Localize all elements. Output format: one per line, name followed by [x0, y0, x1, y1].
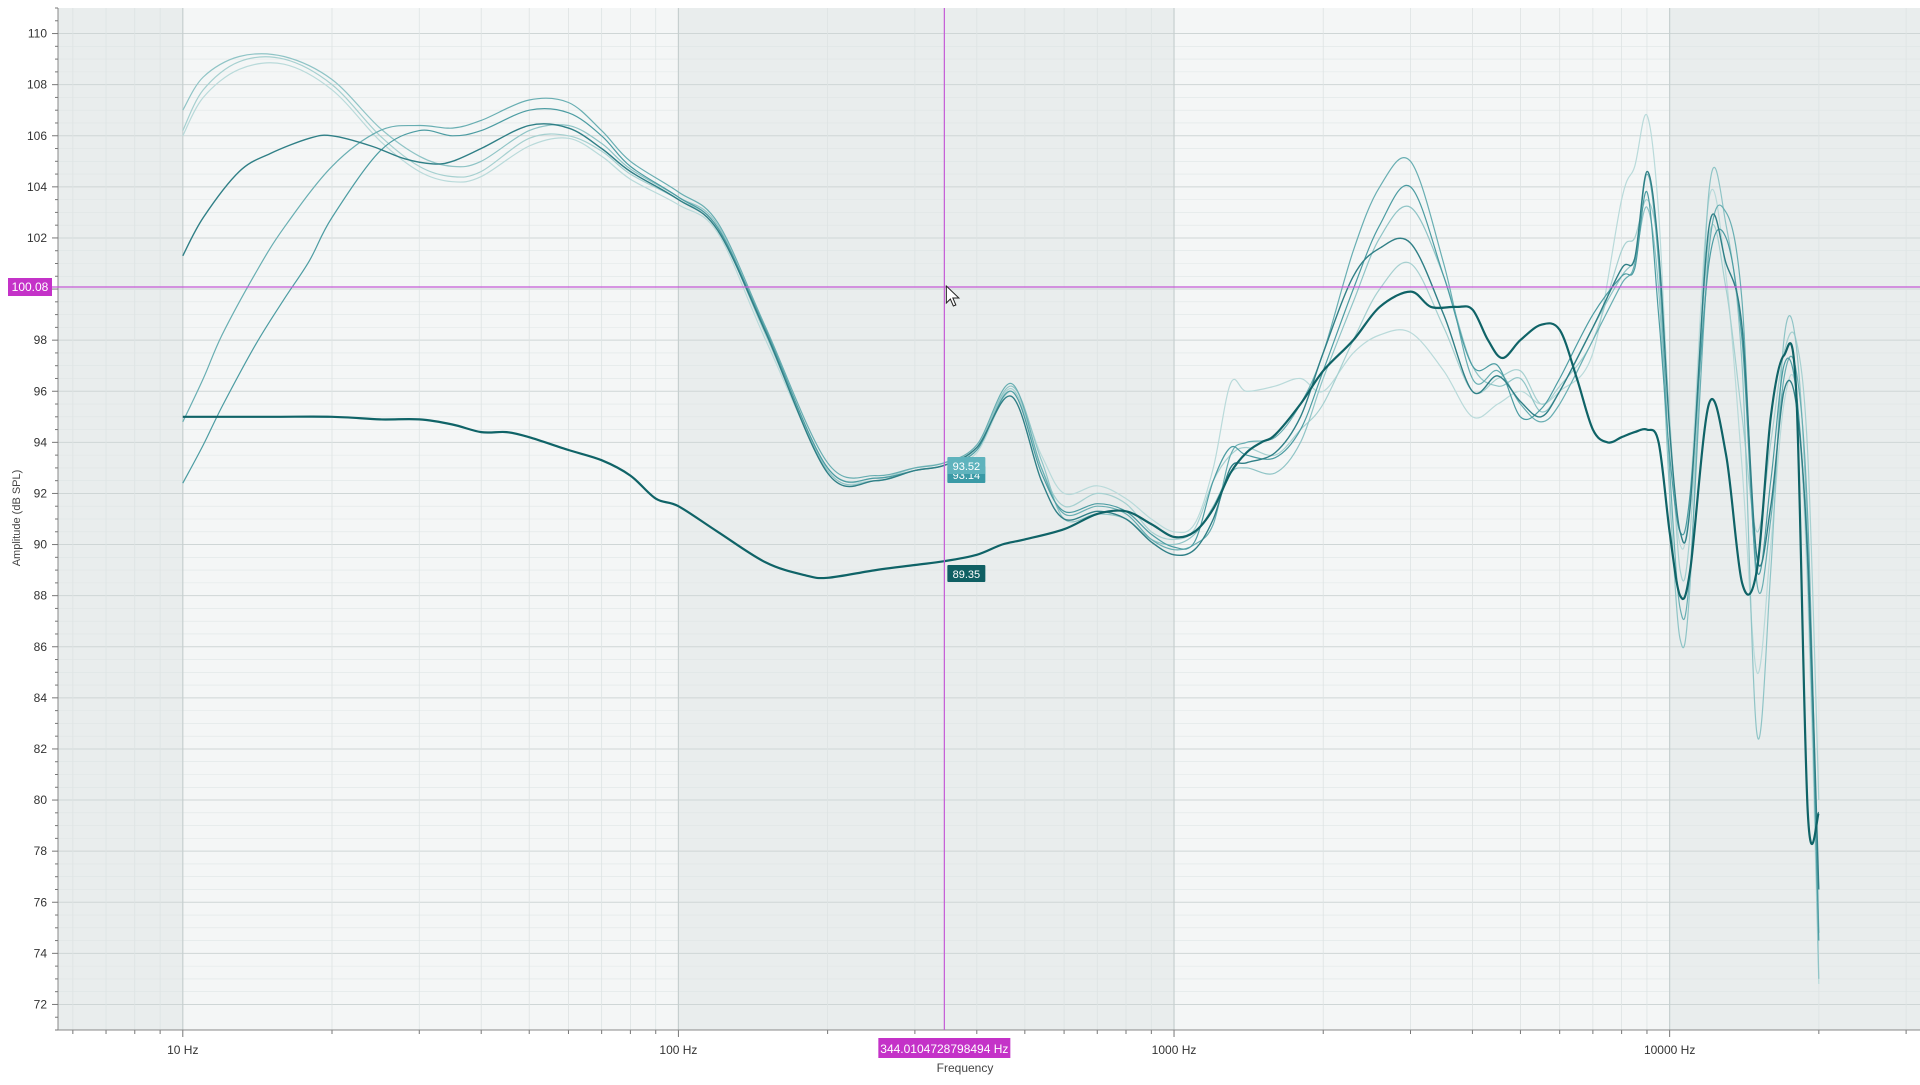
y-tick-label: 86 — [34, 640, 48, 654]
series-layer — [182, 53, 1820, 985]
crosshair-cursor[interactable]: 100.08 344.0104728798494 Hz — [8, 8, 1920, 1058]
cursor-x-label-bg — [878, 1038, 1011, 1058]
series-line-4 — [182, 107, 1820, 941]
x-tick-label: 100 Hz — [659, 1043, 697, 1057]
axes: Frequency Amplitude (dB SPL) 72 74 76 78 80 8… — [11, 7, 1920, 1075]
y-tick-label: 74 — [34, 946, 48, 960]
mouse-pointer-icon — [945, 284, 961, 307]
x-axis-title: Frequency — [937, 1061, 994, 1075]
y-tick-label: 106 — [27, 129, 47, 143]
series-line-5 — [182, 123, 1820, 890]
series-line-1 — [182, 56, 1820, 801]
x-tick-label: 10 Hz — [167, 1043, 198, 1057]
cursor-y-label-bg — [8, 278, 52, 297]
y-tick-label: 98 — [34, 333, 48, 347]
y-tick-label: 102 — [27, 231, 47, 245]
cursor-x-label: 344.0104728798494 Hz — [880, 1042, 1008, 1056]
y-tick-label: 94 — [34, 435, 48, 449]
y-tick-label: 82 — [34, 742, 48, 756]
value-tag-bg-2 — [947, 565, 986, 582]
y-tick-label: 80 — [34, 793, 48, 807]
value-tag-label: 93.52 — [953, 461, 981, 473]
series-line-3 — [182, 97, 1820, 933]
y-tick-label: 104 — [27, 180, 47, 194]
y-tick-label: 76 — [34, 895, 48, 909]
series-line-6 — [182, 290, 1820, 846]
y-tick-label: 84 — [34, 691, 48, 705]
value-tag-label: 89.35 — [953, 569, 981, 581]
y-tick-label: 110 — [28, 27, 47, 41]
y-tick-label: 96 — [34, 384, 48, 398]
x-tick-label: 1000 Hz — [1152, 1043, 1197, 1057]
y-tick-label: 78 — [34, 844, 48, 858]
y-tick-label: 88 — [34, 589, 48, 603]
grid-lines — [58, 8, 1920, 1037]
y-tick-label: 72 — [34, 997, 48, 1011]
cursor-y-label: 100.08 — [12, 280, 49, 294]
y-tick-label: 92 — [34, 486, 48, 500]
x-tick-label: 10000 Hz — [1644, 1043, 1695, 1057]
y-tick-label: 90 — [34, 538, 48, 552]
value-tag-bg-1 — [947, 457, 986, 474]
y-tick-label: 108 — [27, 78, 47, 92]
y-axis-title: Amplitude (dB SPL) — [11, 470, 23, 567]
